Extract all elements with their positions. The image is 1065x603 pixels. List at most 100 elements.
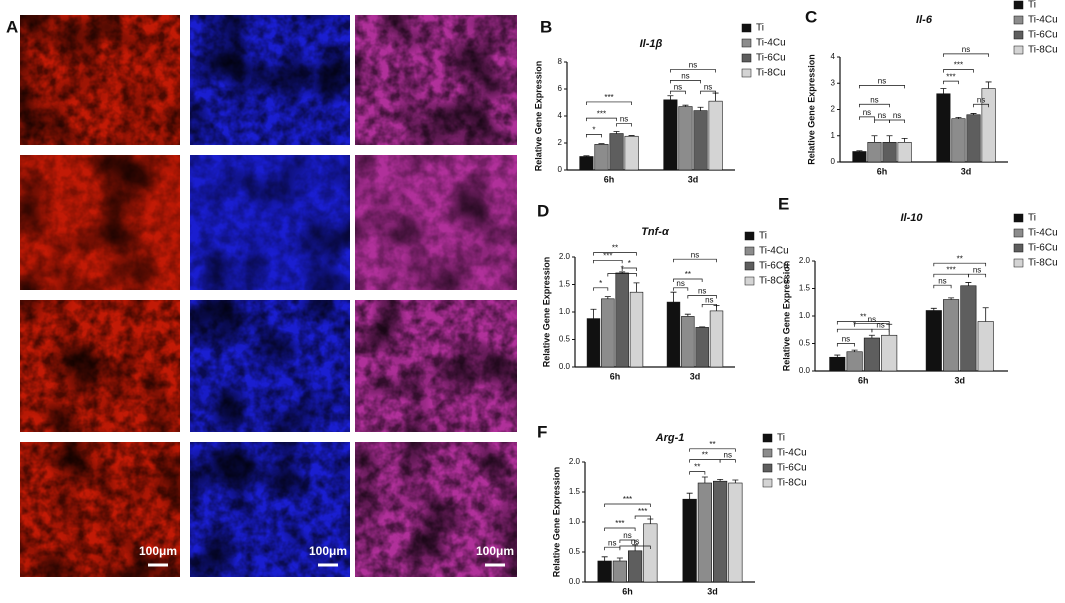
significance-bracket bbox=[701, 303, 717, 308]
x-tick-label: 6h bbox=[604, 174, 615, 184]
bar bbox=[663, 99, 678, 171]
dark-region bbox=[20, 15, 180, 145]
error-bar bbox=[684, 313, 691, 317]
panel-label: F bbox=[537, 422, 547, 441]
significance-bracket bbox=[871, 328, 890, 333]
legend-swatch bbox=[1013, 0, 1024, 10]
x-tick-label: 6h bbox=[610, 371, 621, 381]
significance-label: * bbox=[621, 265, 624, 274]
y-tick-label: 8 bbox=[558, 57, 563, 66]
y-axis-label: Relative Gene Expression bbox=[541, 257, 551, 368]
legend-swatch bbox=[1013, 213, 1024, 223]
error-bar bbox=[633, 282, 640, 293]
error-bar bbox=[851, 349, 858, 352]
significance-label: *** bbox=[603, 251, 612, 260]
dark-region bbox=[190, 442, 350, 577]
y-tick-label: 1.0 bbox=[569, 517, 581, 526]
dark-region bbox=[190, 155, 350, 290]
panel-label: D bbox=[537, 201, 549, 220]
bar bbox=[925, 310, 942, 372]
legend-swatch bbox=[744, 231, 755, 241]
dark-region bbox=[20, 442, 180, 577]
significance-bracket bbox=[943, 69, 974, 73]
significance-bracket bbox=[619, 545, 651, 549]
significance-bracket bbox=[673, 258, 717, 263]
significance-label: ns bbox=[704, 82, 712, 91]
significance-bracket bbox=[700, 90, 716, 95]
significance-bracket bbox=[836, 321, 890, 325]
significance-bracket bbox=[859, 85, 905, 89]
bar bbox=[629, 291, 644, 368]
significance-label: ** bbox=[612, 244, 618, 253]
significance-bracket bbox=[634, 515, 651, 519]
significance-label: *** bbox=[623, 495, 632, 504]
error-bar bbox=[682, 104, 689, 107]
significance-bracket bbox=[673, 278, 703, 282]
bar bbox=[728, 482, 743, 583]
error-bar bbox=[940, 88, 947, 94]
dark-region bbox=[20, 155, 180, 290]
dark-region bbox=[355, 442, 517, 577]
significance-label: ns bbox=[620, 115, 628, 124]
significance-bracket bbox=[619, 539, 636, 543]
significance-label: *** bbox=[954, 61, 963, 70]
legend-swatch bbox=[1013, 30, 1024, 40]
error-bar bbox=[732, 479, 739, 483]
significance-label: ns bbox=[977, 95, 985, 104]
significance-label: ns bbox=[689, 61, 697, 70]
significance-bracket bbox=[836, 343, 855, 347]
error-bar bbox=[616, 557, 623, 561]
bar bbox=[829, 356, 846, 372]
y-axis-label: Relative Gene Expression bbox=[551, 467, 561, 578]
significance-label: *** bbox=[615, 519, 624, 528]
dark-region bbox=[355, 15, 517, 145]
bar bbox=[601, 298, 615, 368]
significance-label: * bbox=[599, 279, 602, 288]
significance-bracket bbox=[593, 259, 623, 264]
legend-label: Ti bbox=[1028, 213, 1036, 224]
significance-label: ns bbox=[681, 71, 689, 80]
error-bar bbox=[982, 307, 989, 322]
bar bbox=[615, 272, 629, 368]
legend-label: Ti-4Cu bbox=[756, 38, 786, 49]
legend-swatch bbox=[1013, 15, 1024, 25]
bar bbox=[594, 144, 609, 171]
bar bbox=[681, 316, 695, 368]
significance-bracket bbox=[607, 273, 637, 277]
error-bar bbox=[619, 271, 626, 273]
y-tick-label: 1.5 bbox=[559, 280, 571, 289]
significance-label: ns bbox=[870, 95, 878, 104]
legend-swatch bbox=[1013, 243, 1024, 253]
bar bbox=[609, 133, 624, 171]
significance-bracket bbox=[616, 123, 632, 127]
legend-label: Ti bbox=[777, 433, 785, 444]
legend-label: Ti-8Cu bbox=[777, 478, 807, 489]
y-axis-label: Relative Gene Expression bbox=[806, 54, 816, 165]
y-tick-label: 0.0 bbox=[799, 366, 811, 375]
significance-bracket bbox=[604, 546, 621, 551]
legend-label: Ti-6Cu bbox=[756, 53, 786, 64]
significance-bracket bbox=[933, 262, 987, 267]
error-bar bbox=[970, 113, 977, 115]
significance-bracket bbox=[859, 116, 875, 120]
y-tick-label: 1.0 bbox=[799, 311, 811, 320]
dark-region bbox=[355, 155, 517, 290]
significance-label: ns bbox=[608, 538, 616, 547]
significance-label: ns bbox=[698, 287, 706, 296]
significance-bracket bbox=[968, 273, 987, 278]
bar bbox=[693, 110, 708, 171]
legend-swatch bbox=[762, 433, 773, 443]
error-bar bbox=[712, 92, 719, 102]
scale-label: 100μm bbox=[476, 544, 514, 558]
legend-swatch bbox=[741, 38, 752, 48]
significance-bracket bbox=[593, 287, 609, 291]
significance-label: ** bbox=[694, 463, 700, 472]
legend-swatch bbox=[744, 246, 755, 256]
significance-label: ns bbox=[674, 82, 682, 91]
significance-bracket bbox=[604, 527, 636, 531]
y-axis-label: Relative Gene Expression bbox=[781, 261, 791, 372]
significance-label: *** bbox=[604, 93, 613, 102]
significance-bracket bbox=[943, 53, 989, 57]
significance-bracket bbox=[670, 80, 701, 84]
